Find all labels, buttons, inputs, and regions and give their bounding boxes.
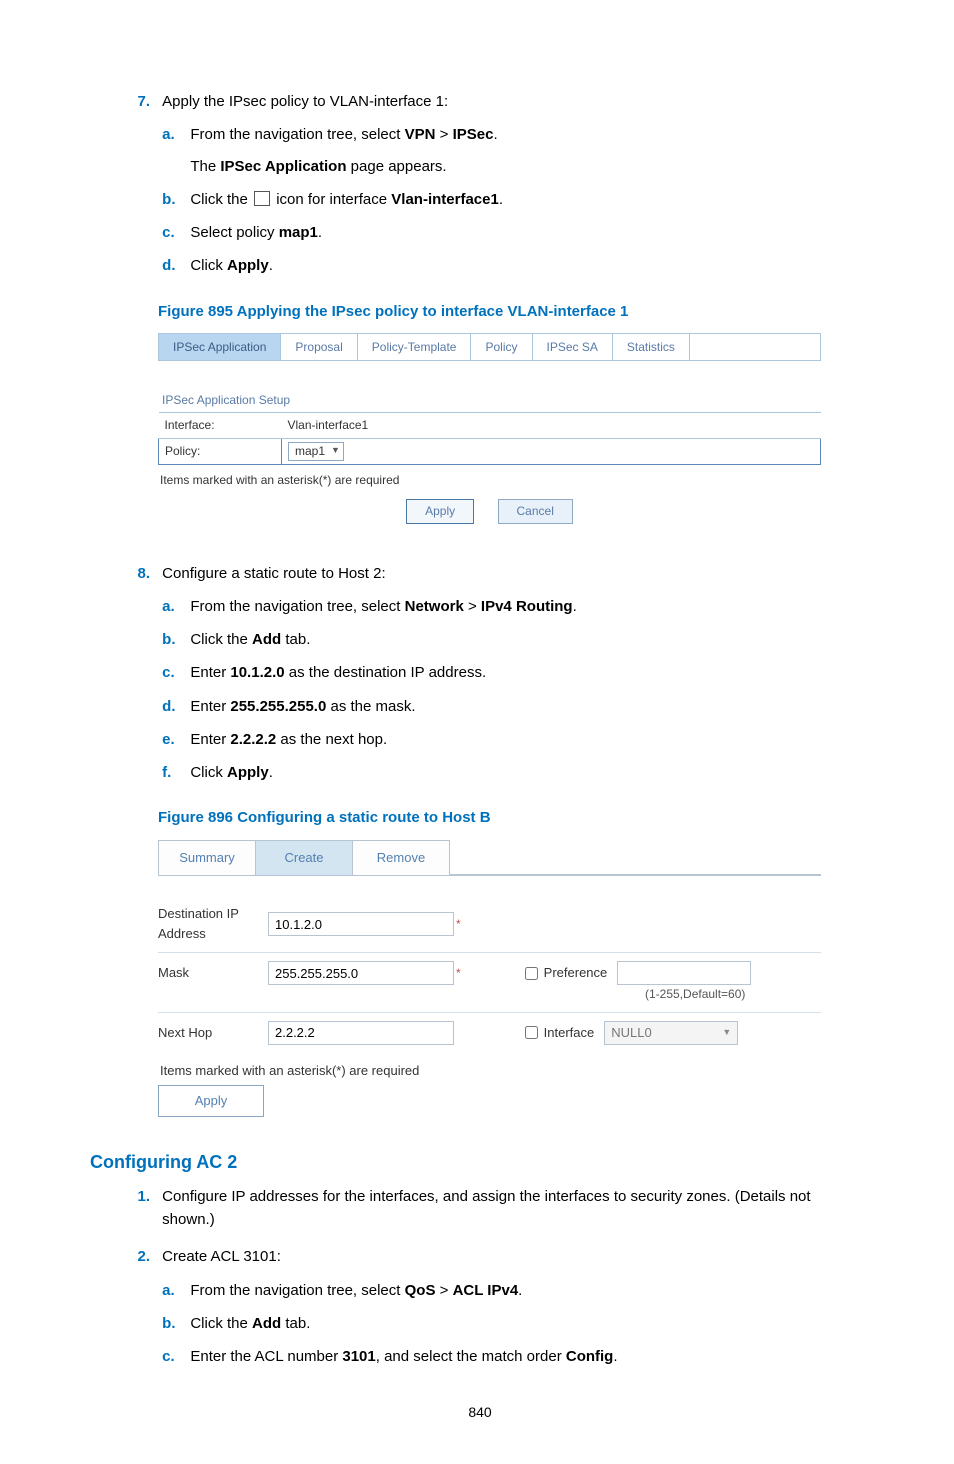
step-8-title: Configure a static route to Host 2:	[162, 565, 385, 582]
step-8: 8. Configure a static route to Host 2: a…	[90, 562, 870, 1117]
step-7b-num: b.	[162, 188, 186, 211]
ac2-s2b-num: b.	[162, 1312, 186, 1335]
fig895-footnote: Items marked with an asterisk(*) are req…	[160, 471, 821, 490]
step-7b-text: Click the icon for interface Vlan-interf…	[190, 188, 850, 211]
tab-statistics[interactable]: Statistics	[613, 333, 690, 361]
required-asterisk: *	[456, 915, 461, 934]
nexthop-label: Next Hop	[158, 1023, 268, 1043]
step-7: 7. Apply the IPsec policy to VLAN-interf…	[90, 90, 870, 524]
ac2-s2a-text: From the navigation tree, select QoS > A…	[190, 1279, 850, 1302]
mask-input[interactable]	[268, 961, 454, 985]
tab-proposal[interactable]: Proposal	[281, 333, 357, 361]
step-8f-text: Click Apply.	[190, 761, 850, 784]
interface-value: Vlan-interface1	[282, 412, 821, 438]
step-7c-text: Select policy map1.	[190, 221, 850, 244]
ipsec-tabbar: IPSec Application Proposal Policy-Templa…	[158, 333, 821, 361]
step-8a-text: From the navigation tree, select Network…	[190, 595, 850, 618]
interface-select[interactable]: NULL0 ▼	[604, 1021, 738, 1045]
preference-checkbox[interactable]	[525, 967, 538, 980]
step-8d-num: d.	[162, 695, 186, 718]
interface-label: Interface:	[159, 412, 282, 438]
ac2-s2b-text: Click the Add tab.	[190, 1312, 850, 1335]
ac2-s2c-num: c.	[162, 1345, 186, 1368]
step-7-title: Apply the IPsec policy to VLAN-interface…	[162, 93, 448, 110]
ac2-s2a-num: a.	[162, 1279, 186, 1302]
step-8e-num: e.	[162, 728, 186, 751]
step-8b-num: b.	[162, 628, 186, 651]
tabbar-spacer	[690, 333, 821, 361]
ac2-step-2: 2. Create ACL 3101: a. From the navigati…	[90, 1245, 870, 1378]
step-7d-num: d.	[162, 254, 186, 277]
ac2-s1-text: Configure IP addresses for the interface…	[162, 1185, 862, 1232]
preference-label: Preference	[544, 963, 608, 983]
policy-select-value: map1	[295, 442, 325, 461]
apply-button[interactable]: Apply	[406, 499, 474, 524]
page-number: 840	[90, 1402, 870, 1424]
ipsec-setup-title: IPSec Application Setup	[158, 391, 821, 410]
nexthop-input[interactable]	[268, 1021, 454, 1045]
ac2-s2-num: 2.	[90, 1245, 158, 1268]
tab-policy-template[interactable]: Policy-Template	[358, 333, 472, 361]
fig896-footnote: Items marked with an asterisk(*) are req…	[160, 1061, 821, 1081]
ipsec-setup-table: Interface: Vlan-interface1 Policy: map1 …	[158, 412, 821, 465]
cancel-button[interactable]: Cancel	[498, 499, 573, 524]
ac2-step-1: 1. Configure IP addresses for the interf…	[90, 1185, 870, 1232]
interface-checkbox[interactable]	[525, 1026, 538, 1039]
required-asterisk: *	[456, 964, 461, 983]
route-tabbar: Summary Create Remove	[158, 840, 821, 875]
tab-policy[interactable]: Policy	[471, 333, 532, 361]
ac2-s1-num: 1.	[90, 1185, 158, 1208]
tab-ipsec-application[interactable]: IPSec Application	[158, 333, 281, 361]
ac2-s2c-text: Enter the ACL number 3101, and select th…	[190, 1345, 850, 1368]
step-7a-text: From the navigation tree, select VPN > I…	[190, 123, 850, 178]
dest-ip-label: Destination IP Address	[158, 904, 268, 944]
figure-895-screenshot: IPSec Application Proposal Policy-Templa…	[158, 333, 821, 524]
step-8f-num: f.	[162, 761, 186, 784]
step-8a-num: a.	[162, 595, 186, 618]
step-8c-num: c.	[162, 661, 186, 684]
tab-create[interactable]: Create	[256, 840, 353, 875]
tab-ipsec-sa[interactable]: IPSec SA	[533, 333, 613, 361]
step-8-number: 8.	[90, 562, 158, 585]
apply-button[interactable]: Apply	[158, 1085, 264, 1117]
step-8c-text: Enter 10.1.2.0 as the destination IP add…	[190, 661, 850, 684]
heading-configuring-ac-2: Configuring AC 2	[90, 1149, 870, 1177]
preference-hint: (1-255,Default=60)	[645, 985, 745, 1004]
mask-label: Mask	[158, 963, 268, 983]
policy-select[interactable]: map1 ▼	[288, 442, 344, 461]
figure-896-caption: Figure 896 Configuring a static route to…	[158, 806, 870, 829]
figure-895-caption: Figure 895 Applying the IPsec policy to …	[158, 300, 870, 323]
interface-select-value: NULL0	[611, 1023, 651, 1043]
edit-icon	[254, 191, 270, 206]
step-7d-text: Click Apply.	[190, 254, 850, 277]
policy-label: Policy:	[159, 438, 282, 464]
ac2-s2-title: Create ACL 3101:	[162, 1248, 281, 1265]
step-7a-num: a.	[162, 123, 186, 146]
step-7-number: 7.	[90, 90, 158, 113]
chevron-down-icon: ▼	[331, 444, 340, 458]
step-8d-text: Enter 255.255.255.0 as the mask.	[190, 695, 850, 718]
step-8e-text: Enter 2.2.2.2 as the next hop.	[190, 728, 850, 751]
figure-896-screenshot: Summary Create Remove Destination IP Add…	[158, 840, 821, 1117]
tab-summary[interactable]: Summary	[158, 840, 256, 875]
preference-input[interactable]	[617, 961, 751, 985]
chevron-down-icon: ▼	[722, 1026, 731, 1040]
step-8b-text: Click the Add tab.	[190, 628, 850, 651]
dest-ip-input[interactable]	[268, 912, 454, 936]
interface-label: Interface	[544, 1023, 595, 1043]
tab-remove[interactable]: Remove	[353, 840, 450, 875]
step-7c-num: c.	[162, 221, 186, 244]
